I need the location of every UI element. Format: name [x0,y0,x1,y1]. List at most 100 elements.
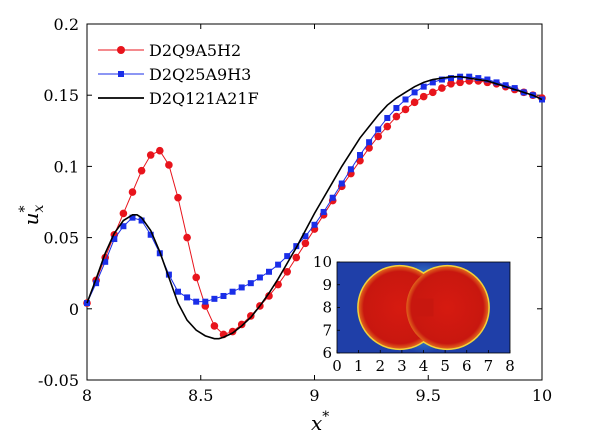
y-tick-label: 0.05 [43,229,79,248]
data-point [147,231,154,238]
data-point [211,295,218,302]
data-point [165,161,173,169]
data-point [438,84,446,92]
data-point [447,80,455,88]
data-point [384,114,391,121]
inset-y-tick-label: 6 [322,344,332,362]
data-point [438,76,445,83]
data-point [183,233,191,242]
data-point [402,96,409,103]
x-tick-label: 8 [82,386,92,405]
data-point [220,292,227,299]
data-point [229,288,236,295]
data-point [247,280,254,287]
inset-x-tick-label: 4 [419,357,429,375]
data-point [338,180,345,187]
data-point [302,233,309,240]
data-point [493,79,500,86]
inset-y-tick-label: 9 [322,276,332,294]
inset-x-tick-label: 6 [462,357,472,375]
data-point [429,79,436,86]
data-point [175,288,181,295]
data-point [265,292,273,300]
y-tick-label: 0 [69,300,79,319]
series-D2Q121A21F [86,75,543,340]
data-point [174,193,182,202]
droplet-right [406,266,489,349]
data-point [238,284,245,291]
data-point [410,98,419,107]
data-point [475,75,482,82]
data-point [266,268,272,275]
data-point [347,166,354,173]
data-point [283,267,292,276]
data-point [120,223,127,230]
data-point [392,112,401,121]
data-point [502,82,509,89]
data-point [365,144,373,152]
data-point [301,239,310,248]
data-point [284,253,291,260]
data-point [292,253,301,262]
inset-x-tick-label: 8 [505,357,515,375]
data-point [138,217,145,224]
legend-label: D2Q25A9H3 [149,65,251,84]
data-point [156,146,164,155]
x-tick-label: 8.5 [188,386,213,405]
data-point [202,298,209,305]
data-point [329,194,336,201]
y-axis-label: u*x [17,205,47,226]
data-point [375,126,382,133]
data-point [210,322,219,330]
data-point [192,273,200,282]
data-point [374,132,383,141]
inset-x-tick-label: 3 [397,357,407,375]
data-point [401,105,410,114]
inset-field [337,262,510,353]
inset-x-tick-label: 1 [354,357,364,375]
svg-text:u*x: u*x [17,205,47,226]
data-point [256,274,263,281]
data-point [93,280,100,287]
series-line [86,75,543,340]
y-tick-label: -0.05 [38,371,79,390]
data-point [456,78,464,87]
data-point [84,300,90,307]
y-tick-label: 0.2 [54,15,79,34]
data-point [466,73,473,80]
data-point [429,88,437,97]
data-point [119,209,128,218]
data-point [366,139,373,146]
data-point [111,236,118,243]
data-point [411,89,418,96]
data-point [129,214,136,221]
data-point [128,188,137,196]
y-tick-label: 0.15 [43,86,79,105]
data-point [311,221,318,228]
inset-y-tick-label: 8 [322,299,332,317]
inset-x-tick-label: 5 [440,357,450,375]
data-point [320,208,327,215]
data-point [383,122,392,131]
data-point [275,261,282,268]
legend-marker [117,46,125,54]
data-point [146,151,155,159]
data-point [448,75,454,82]
data-point [393,105,400,112]
legend-label: D2Q121A21F [149,89,259,108]
inset-x-tick-label: 0 [332,357,342,375]
inset-x-tick-label: 2 [375,357,385,375]
inset-x-tick-label: 7 [484,357,494,375]
x-tick-label: 9.5 [416,386,441,405]
legend-label: D2Q9A5H2 [149,41,241,60]
data-point [511,85,518,92]
legend-marker [118,71,124,77]
data-point [356,156,364,165]
data-point [137,166,146,175]
data-point [357,152,363,159]
data-point [193,298,200,305]
x-tick-label: 9 [309,386,319,405]
